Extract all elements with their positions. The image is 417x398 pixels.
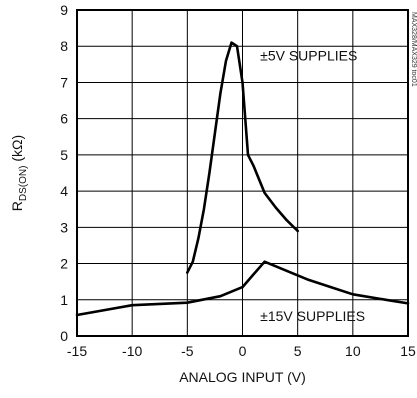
x-axis-label: ANALOG INPUT (V) (179, 369, 306, 385)
y-tick-label: 0 (60, 328, 68, 344)
x-tick-label: -15 (67, 343, 87, 359)
x-tick-label: -5 (181, 343, 194, 359)
y-tick-label: 9 (60, 2, 68, 18)
series-line-15v (75, 260, 410, 317)
y-axis-label-main: R (9, 201, 25, 211)
y-tick-label: 5 (60, 147, 68, 163)
x-tick-label: 10 (345, 343, 361, 359)
y-tick-label: 8 (60, 38, 68, 54)
plot-frame (76, 9, 409, 337)
x-tick-label: 5 (294, 343, 302, 359)
series-lines (75, 41, 410, 317)
x-tick-label: -10 (122, 343, 142, 359)
figure-code: MAX328/MAX329 toc01 (410, 12, 417, 87)
y-axis-label-unit: (kΩ) (9, 135, 25, 166)
y-tick-label: 6 (60, 111, 68, 127)
x-tick-label: 0 (239, 343, 247, 359)
annotations: ±5V SUPPLIES ±15V SUPPLIES (260, 48, 365, 324)
annotation-15v-supplies: ±15V SUPPLIES (260, 308, 365, 324)
y-tick-label: 3 (60, 219, 68, 235)
y-tick-label: 7 (60, 74, 68, 90)
y-tick-label: 2 (60, 256, 68, 272)
y-tick-label: 1 (60, 292, 68, 308)
x-tick-label: 15 (400, 343, 416, 359)
y-axis-label: RDS(ON) (kΩ) (9, 135, 29, 211)
y-tick-labels: 0 1 2 3 4 5 6 7 8 9 (60, 2, 68, 344)
y-tick-label: 4 (60, 183, 68, 199)
annotation-5v-supplies: ±5V SUPPLIES (260, 48, 357, 64)
y-axis-label-subscript: DS(ON) (18, 166, 29, 202)
x-tick-labels: -15 -10 -5 0 5 10 15 (67, 343, 416, 359)
series-line-5v (186, 41, 299, 274)
